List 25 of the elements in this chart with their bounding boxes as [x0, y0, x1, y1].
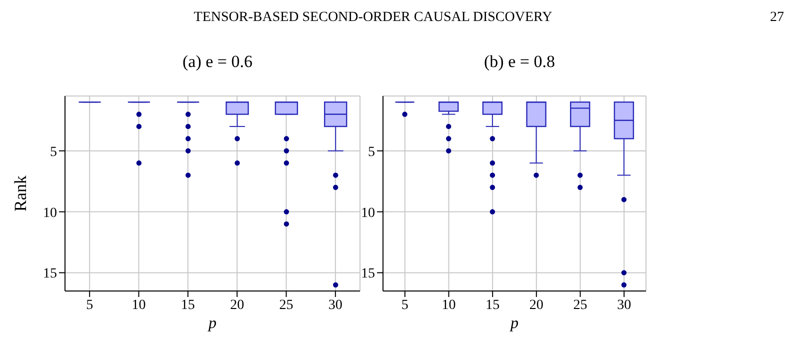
y-tick-label: 15 — [43, 266, 57, 282]
chart-title: (a) e = 0.6 — [181, 52, 254, 73]
x-tick-label: 15 — [180, 298, 195, 313]
x-tick-label: 25 — [279, 298, 294, 313]
y-tick-label: 10 — [361, 206, 375, 221]
y-axis-title: Rank — [11, 175, 30, 212]
chart-title: (b) e = 0.8 — [483, 52, 556, 73]
y-tick-label: 5 — [368, 144, 375, 160]
y-tick-label: 10 — [43, 206, 57, 221]
x-axis-title: p — [208, 315, 216, 332]
x-tick-label: 30 — [328, 298, 342, 313]
x-tick-label: 10 — [442, 298, 456, 313]
x-tick-label: 5 — [86, 298, 94, 313]
x-tick-label: 20 — [529, 298, 544, 313]
x-tick-label: 25 — [573, 298, 588, 313]
text: 27 — [770, 10, 784, 26]
x-tick-label: 30 — [617, 298, 632, 313]
x-tick-label: 5 — [401, 298, 408, 313]
x-tick-label: 20 — [230, 298, 244, 313]
text: TENSOR-BASED SECOND-ORDER CAUSAL DISCOVERY — [192, 10, 554, 26]
x-tick-label: 15 — [486, 298, 500, 313]
y-tick-label: 15 — [361, 266, 375, 282]
x-tick-label: 10 — [132, 298, 146, 313]
x-axis-title: p — [510, 315, 518, 332]
y-tick-label: 5 — [50, 144, 57, 160]
